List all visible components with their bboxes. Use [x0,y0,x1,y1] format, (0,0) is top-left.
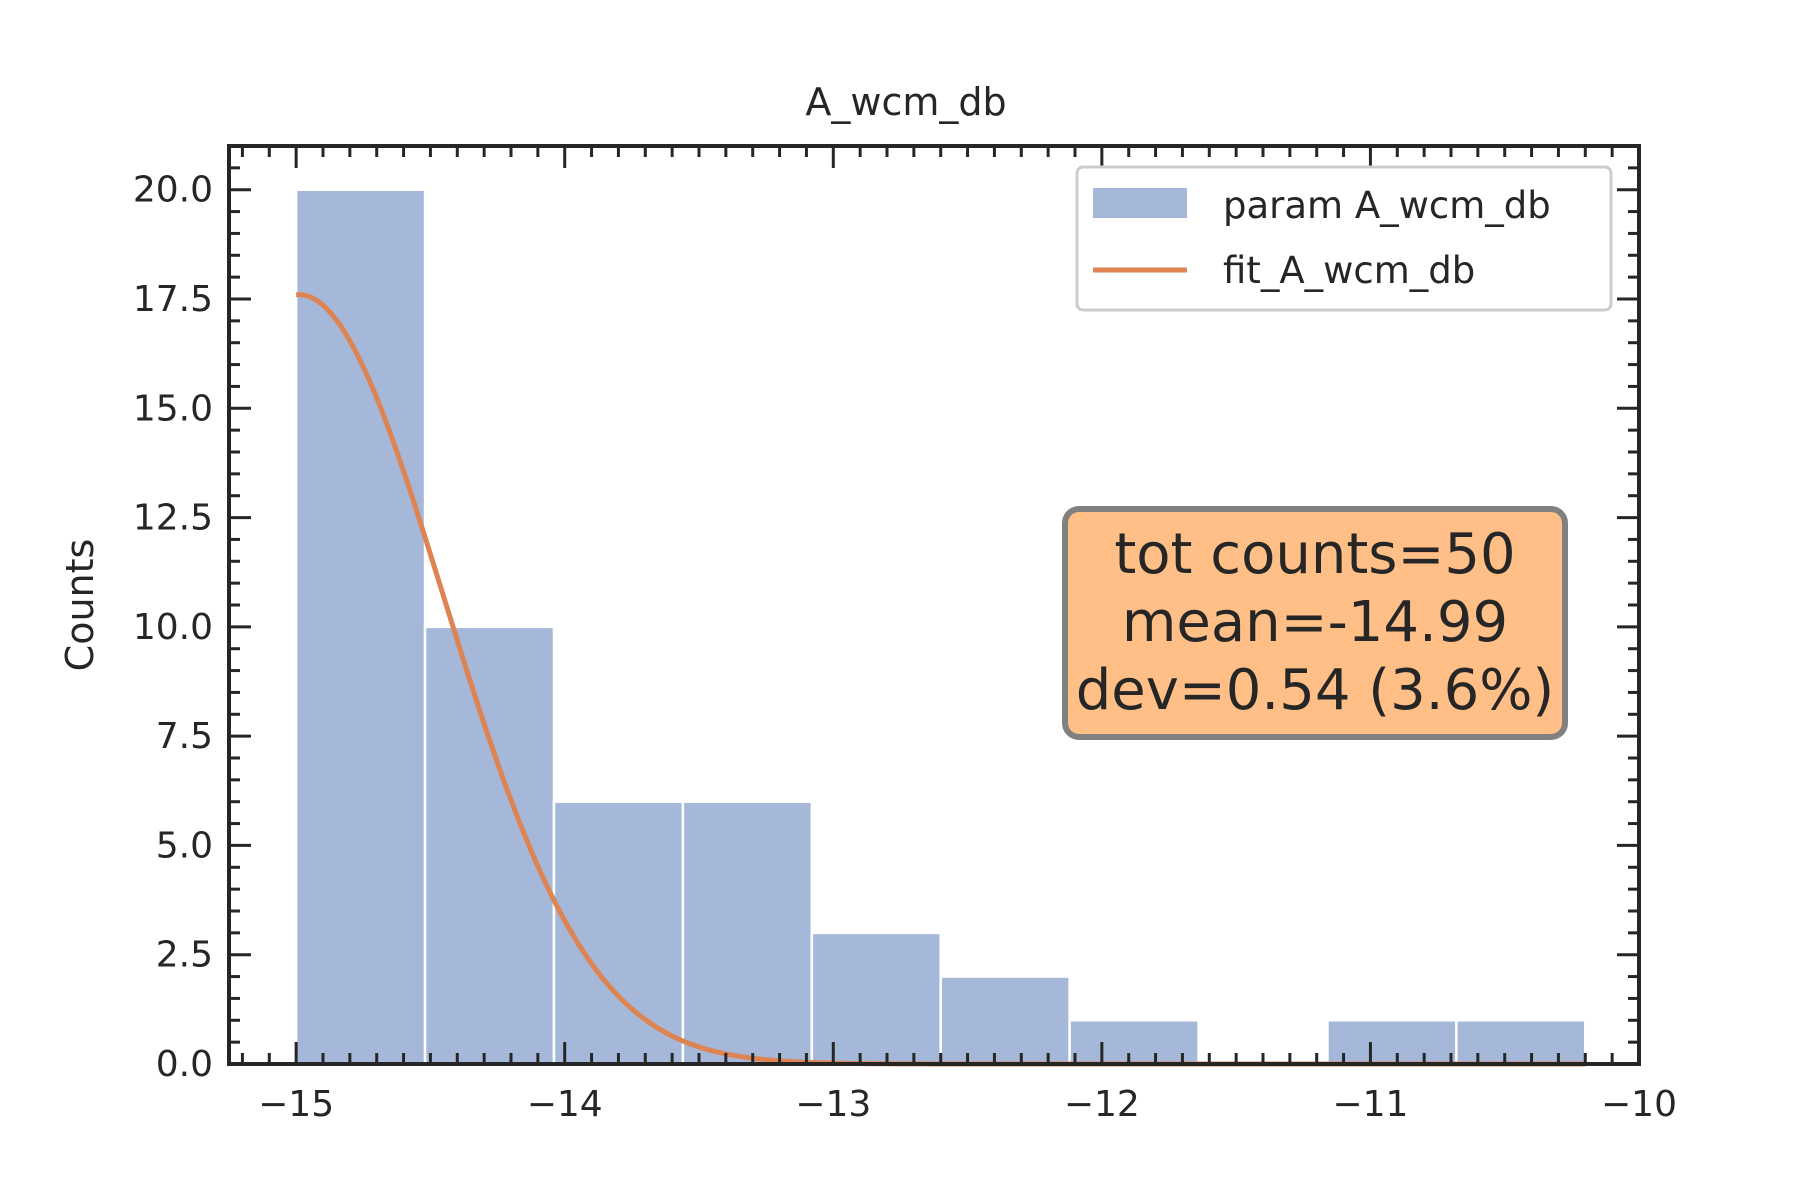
y-tick-label: 15.0 [133,388,213,429]
x-tick-label: −15 [258,1084,334,1125]
x-tick-label: −11 [1332,1084,1408,1125]
histogram-bar [939,975,1071,1066]
histogram-bar [552,800,685,1066]
plot-frame [227,144,1641,1066]
x-tick-label: −12 [1064,1084,1140,1125]
legend-label-fit: fit_A_wcm_db [1223,249,1475,292]
y-tick-labels: 0.0 2.5 5.0 7.5 10.0 12.5 15.0 17.5 20.0 [133,170,213,1085]
x-tick-labels: −15 −14 −13 −12 −11 −10 [258,1084,1677,1125]
y-tick-label: 10.0 [133,607,213,648]
y-tick-label: 17.5 [133,279,213,320]
y-tick-label: 12.5 [133,498,213,539]
chart-title: A_wcm_db [805,80,1006,124]
histogram-bar [810,931,942,1066]
y-tick-label: 7.5 [156,716,213,757]
x-tick-label: −14 [527,1084,603,1125]
legend-box [1075,165,1613,312]
histogram-bar [1326,1019,1458,1066]
histogram-bar [1455,1019,1587,1066]
x-tick-label: −13 [795,1084,871,1125]
y-tick-label: 2.5 [156,935,213,976]
y-axis-label: Counts [58,539,102,672]
stats-box [1062,506,1568,740]
histogram-bars [294,188,1587,1066]
y-tick-label: 20.0 [133,170,213,211]
y-tick-label: 5.0 [156,825,213,866]
histogram-bar [681,800,814,1066]
histogram-bar [423,625,556,1066]
stats-line-total: tot counts=50 [1114,522,1515,587]
histogram-bar [1068,1019,1200,1066]
legend-label-histogram: param A_wcm_db [1223,184,1551,227]
x-tick-label: −10 [1601,1084,1677,1125]
stats-annotation: tot counts=50 mean=-14.99 dev=0.54 (3.6%… [1062,506,1568,740]
legend-swatch-histogram [1093,188,1187,218]
legend: param A_wcm_db fit_A_wcm_db [1075,165,1613,312]
histogram-bar [294,188,427,1066]
y-tick-label: 0.0 [156,1044,213,1085]
stats-line-dev: dev=0.54 (3.6%) [1076,658,1555,723]
stats-line-mean: mean=-14.99 [1122,590,1508,655]
